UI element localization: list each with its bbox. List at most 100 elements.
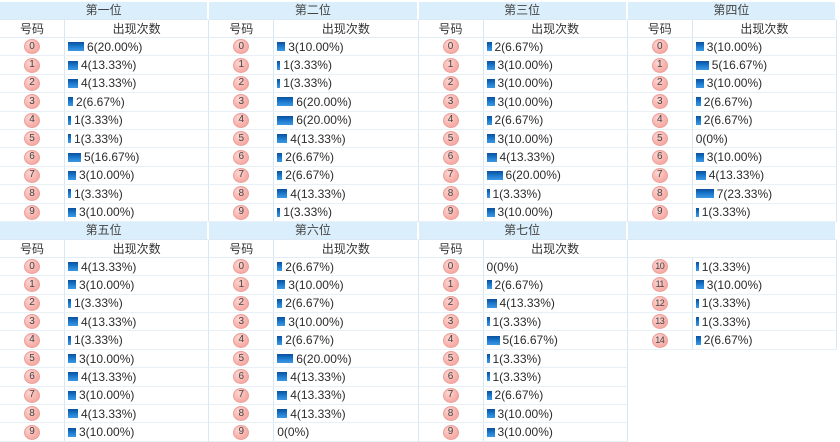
frequency-row: 8 3(10.00%) — [418, 405, 628, 424]
frequency-bar — [486, 427, 495, 437]
frequency-row: 2 1(3.33%) — [209, 74, 419, 94]
number-ball: 7 — [651, 167, 668, 183]
frequency-bar — [277, 262, 283, 272]
frequency-value: 1(3.33%) — [74, 186, 123, 201]
number-cell: 4 — [419, 331, 484, 349]
frequency-bar — [68, 152, 81, 162]
frequency-value: 6(20.00%) — [296, 113, 352, 128]
frequency-bar — [695, 42, 704, 52]
frequency-bar — [68, 317, 78, 327]
number-ball: 9 — [442, 424, 459, 440]
count-cell: 2(6.67%) — [274, 148, 417, 165]
frequency-row: 3 3(10.00%) — [418, 93, 628, 112]
frequency-row: 4 6(20.00%) — [209, 111, 419, 130]
frequency-bar — [486, 115, 492, 125]
frequency-row: 6 4(13.33%) — [209, 368, 419, 387]
number-ball: 6 — [651, 149, 668, 165]
count-cell: 3(10.00%) — [693, 276, 836, 293]
count-cell: 1(3.33%) — [274, 204, 417, 221]
number-ball: 3 — [233, 314, 250, 330]
count-cell: 3(10.00%) — [484, 93, 627, 110]
number-cell: 9 — [419, 423, 484, 441]
frequency-row: 10 1(3.33%) — [627, 257, 837, 277]
frequency-bar — [486, 298, 497, 308]
number-ball: 2 — [442, 75, 459, 91]
frequency-bar — [277, 280, 286, 290]
count-cell: 1(3.33%) — [693, 313, 836, 330]
count-cell: 7(23.33%) — [693, 185, 836, 202]
count-cell: 3(10.00%) — [65, 387, 208, 404]
frequency-value: 0(0%) — [695, 131, 728, 146]
number-ball: 0 — [442, 39, 459, 55]
frequency-value: 1(3.33%) — [74, 113, 123, 128]
number-ball: 4 — [442, 332, 459, 348]
frequency-value: 4(13.33%) — [499, 296, 555, 311]
frequency-bar — [277, 152, 283, 162]
number-cell: 1 — [419, 56, 484, 74]
count-cell: 6(20.00%) — [484, 167, 627, 184]
number-ball: 0 — [233, 259, 250, 275]
frequency-row: 0 6(20.00%) — [0, 38, 210, 57]
frequency-row: 5 1(3.33%) — [418, 349, 628, 369]
frequency-value: 2(6.67%) — [285, 333, 334, 348]
number-cell: 7 — [0, 166, 65, 185]
frequency-row: 8 7(23.33%) — [627, 185, 837, 204]
number-ball: 11 — [651, 277, 668, 293]
count-cell: 4(13.33%) — [65, 75, 208, 92]
number-cell: 0 — [0, 257, 65, 276]
frequency-row: 3 3(10.00%) — [209, 313, 419, 332]
frequency-value: 4(13.33%) — [290, 186, 346, 201]
count-cell: 3(10.00%) — [65, 423, 208, 440]
number-cell: 3 — [209, 313, 275, 331]
frequency-row: 14 2(6.67%) — [627, 331, 837, 350]
frequency-value: 3(10.00%) — [79, 388, 135, 403]
frequency-row: 6 1(3.33%) — [418, 368, 628, 387]
frequency-bar — [277, 409, 288, 419]
frequency-row: 0 3(10.00%) — [209, 38, 419, 57]
frequency-row: 4 1(3.33%) — [0, 111, 210, 130]
frequency-bar — [277, 78, 281, 88]
number-ball: 9 — [442, 204, 459, 220]
number-ball: 4 — [24, 332, 40, 348]
number-ball: 8 — [442, 186, 459, 202]
number-cell: 2 — [209, 294, 275, 313]
column-headers: 号码 出现次数 — [0, 239, 210, 258]
position-panel: 第三位 号码 出现次数 0 2(6.67%) 1 3(10.00%) 2 3(10.00%) 3 3… — [418, 2, 628, 222]
count-cell: 3(10.00%) — [65, 167, 208, 184]
frequency-value: 2(6.67%) — [76, 94, 125, 109]
frequency-row: 2 2(6.67%) — [209, 294, 419, 314]
count-cell: 1(3.33%) — [65, 185, 208, 202]
frequency-row: 6 2(6.67%) — [209, 148, 419, 167]
frequency-value: 3(10.00%) — [497, 58, 553, 73]
number-cell: 4 — [628, 111, 693, 129]
number-ball: 8 — [24, 186, 40, 202]
count-cell: 3(10.00%) — [484, 423, 627, 440]
number-ball: 8 — [233, 186, 250, 202]
number-ball: 4 — [24, 112, 40, 128]
frequency-value: 4(13.33%) — [81, 406, 137, 421]
number-cell: 6 — [209, 368, 275, 386]
number-ball: 9 — [651, 204, 668, 220]
count-cell: 1(3.33%) — [484, 185, 627, 202]
number-ball: 3 — [651, 94, 668, 110]
frequency-row: 9 0(0%) — [209, 423, 419, 442]
number-col-header: 号码 — [419, 239, 484, 257]
frequency-bar — [68, 427, 76, 437]
frequency-value: 1(3.33%) — [74, 333, 123, 348]
number-cell: 0 — [0, 38, 65, 56]
number-ball: 5 — [24, 351, 40, 367]
frequency-row: 6 5(16.67%) — [0, 148, 210, 167]
number-ball: 4 — [651, 112, 668, 128]
frequency-bar — [68, 409, 78, 419]
frequency-value: 1(3.33%) — [701, 314, 751, 329]
number-cell: 6 — [419, 368, 484, 386]
number-cell: 8 — [419, 185, 484, 203]
number-cell: 8 — [0, 185, 65, 203]
number-ball: 2 — [442, 295, 459, 311]
number-cell: 7 — [419, 166, 484, 185]
frequency-bar — [68, 298, 71, 308]
frequency-row: 7 3(10.00%) — [0, 386, 210, 406]
frequency-value: 3(10.00%) — [79, 425, 135, 440]
frequency-value: 4(13.33%) — [81, 369, 137, 384]
